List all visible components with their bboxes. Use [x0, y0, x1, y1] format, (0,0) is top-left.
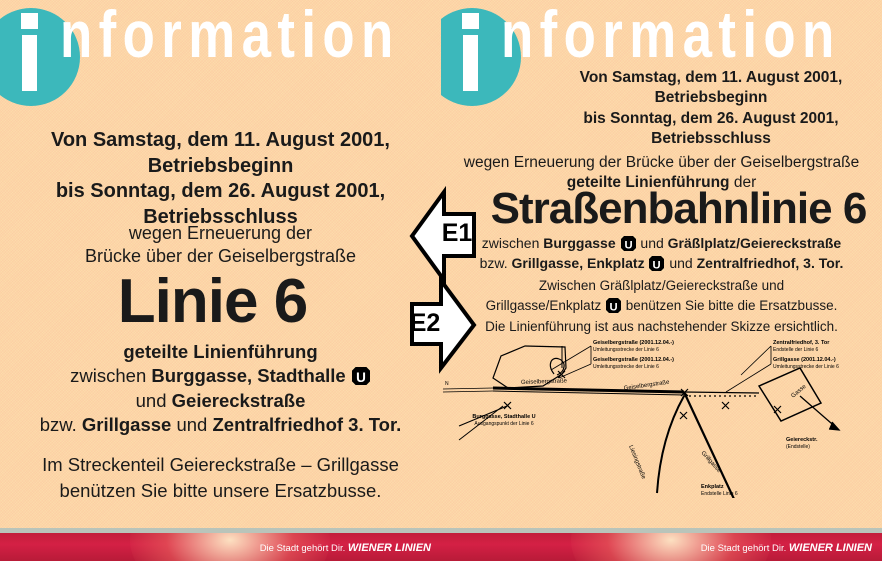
svg-text:Burggasse, Stadthalle U: Burggasse, Stadthalle U [472, 414, 535, 420]
svg-text:Geiselbergstraße (2001.12.04.-: Geiselbergstraße (2001.12.04.-) [593, 340, 674, 346]
svg-text:U: U [356, 369, 366, 384]
svg-text:Endstelle Linie 6: Endstelle Linie 6 [701, 491, 738, 497]
svg-text:U: U [624, 239, 632, 251]
svg-text:Umleitungsstrecke der Linie 6: Umleitungsstrecke der Linie 6 [593, 364, 659, 370]
svg-text:Umleitungsstrecke der Linie 6: Umleitungsstrecke der Linie 6 [593, 347, 659, 353]
svg-text:Grillgasse: Grillgasse [700, 450, 723, 474]
svg-text:N: N [445, 381, 449, 387]
svg-text:(Endstelle): (Endstelle) [786, 444, 810, 450]
svg-text:Enkplatz: Enkplatz [701, 484, 724, 490]
svg-text:Gasse: Gasse [790, 383, 808, 399]
svg-text:Ausgangspunkt der Linie 6: Ausgangspunkt der Linie 6 [474, 421, 533, 427]
svg-text:Grillgasse (2001.12.04.-): Grillgasse (2001.12.04.-) [773, 357, 836, 363]
svg-text:Geiselbergstraße (2001.12.04.-: Geiselbergstraße (2001.12.04.-) [593, 357, 674, 363]
svg-text:U: U [609, 302, 617, 314]
svg-text:Geiereckstr.: Geiereckstr. [786, 437, 818, 443]
svg-text:Liesingstraße: Liesingstraße [627, 445, 646, 481]
svg-text:Endstelle der Linie 6: Endstelle der Linie 6 [773, 347, 819, 353]
svg-text:Zentralfriedhof, 3. Tor: Zentralfriedhof, 3. Tor [773, 340, 830, 346]
svg-text:U: U [653, 259, 661, 271]
svg-text:Geiselbergstraße: Geiselbergstraße [521, 378, 568, 386]
svg-text:Umleitungsstrecke der Linie 6: Umleitungsstrecke der Linie 6 [773, 364, 839, 370]
